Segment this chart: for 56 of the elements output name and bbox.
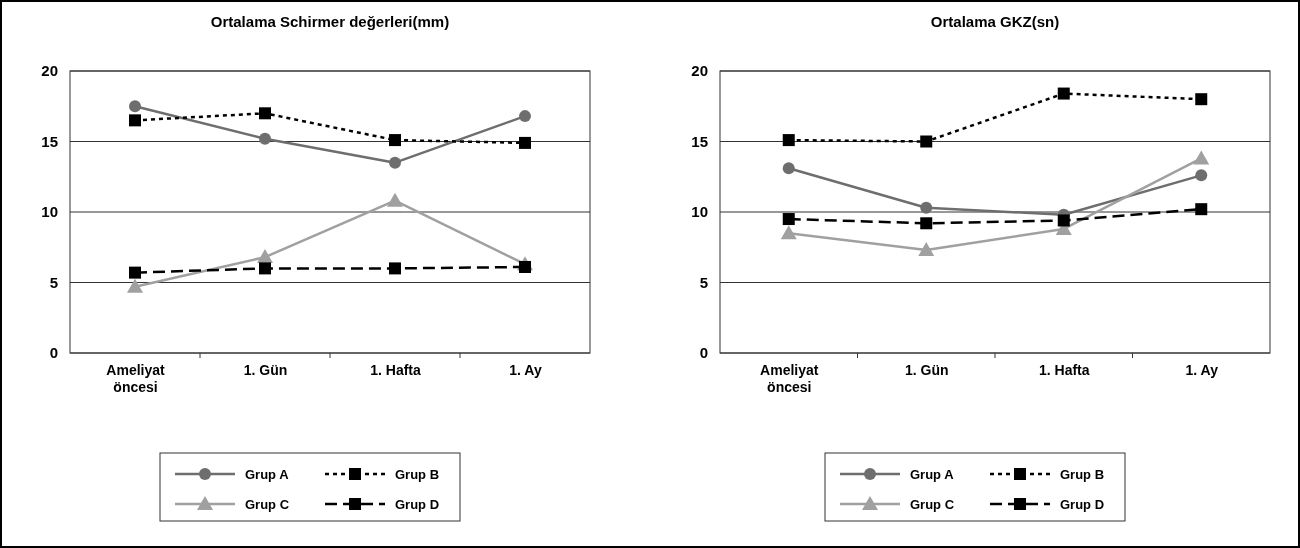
point [519,260,531,273]
point [920,217,933,230]
point [1057,87,1070,100]
x-tick-label: Ameliyat öncesi [760,361,819,395]
point [1195,93,1208,106]
x-tick-label: 1. Gün [904,361,949,378]
y-tick-label: 0 [699,344,708,362]
x-tick-label: 1. Hafta [370,361,421,378]
point [259,107,271,120]
point [519,110,531,123]
x-tick-label: 1. Ay [1185,361,1219,378]
y-tick-label: 5 [49,273,58,291]
chart-title: Ortalama GKZ(sn) [930,13,1060,30]
point [1195,203,1208,216]
point [389,262,401,275]
point [918,242,935,257]
point [1057,214,1070,227]
point [387,192,403,207]
legend-label: Grup C [910,497,955,512]
point [920,201,933,214]
legend-label: Grup A [910,467,955,482]
y-tick-label: 20 [691,62,708,80]
point [1193,150,1210,165]
point [127,278,143,293]
y-tick-label: 10 [691,203,708,221]
point [389,134,401,147]
legend-label: Grup B [1060,467,1105,482]
legend-label: Grup D [1060,497,1105,512]
point [780,225,797,240]
point [129,100,141,113]
legend-label: Grup A [245,467,290,482]
point [782,162,795,175]
point [129,114,141,127]
point [782,213,795,226]
point [519,136,531,149]
point [259,132,271,145]
x-tick-label: Ameliyat öncesi [106,361,166,395]
y-tick-label: 15 [691,132,708,150]
point [920,135,933,148]
y-tick-label: 10 [41,203,58,221]
point [1195,169,1208,182]
x-tick-label: 1. Gün [243,361,288,378]
y-tick-label: 15 [41,132,58,150]
x-tick-label: 1. Hafta [1038,361,1090,378]
y-tick-label: 5 [699,273,708,291]
point [259,262,271,275]
legend-label: Grup C [245,497,290,512]
legend-label: Grup D [395,497,440,512]
point [129,266,141,279]
x-tick-label: 1. Ay [509,361,542,378]
chart-title: Ortalama Schirmer değerleri(mm) [210,13,450,30]
y-tick-label: 0 [49,344,58,362]
y-tick-label: 20 [41,62,58,80]
legend-label: Grup B [395,467,440,482]
point [782,134,795,147]
point [389,156,401,169]
